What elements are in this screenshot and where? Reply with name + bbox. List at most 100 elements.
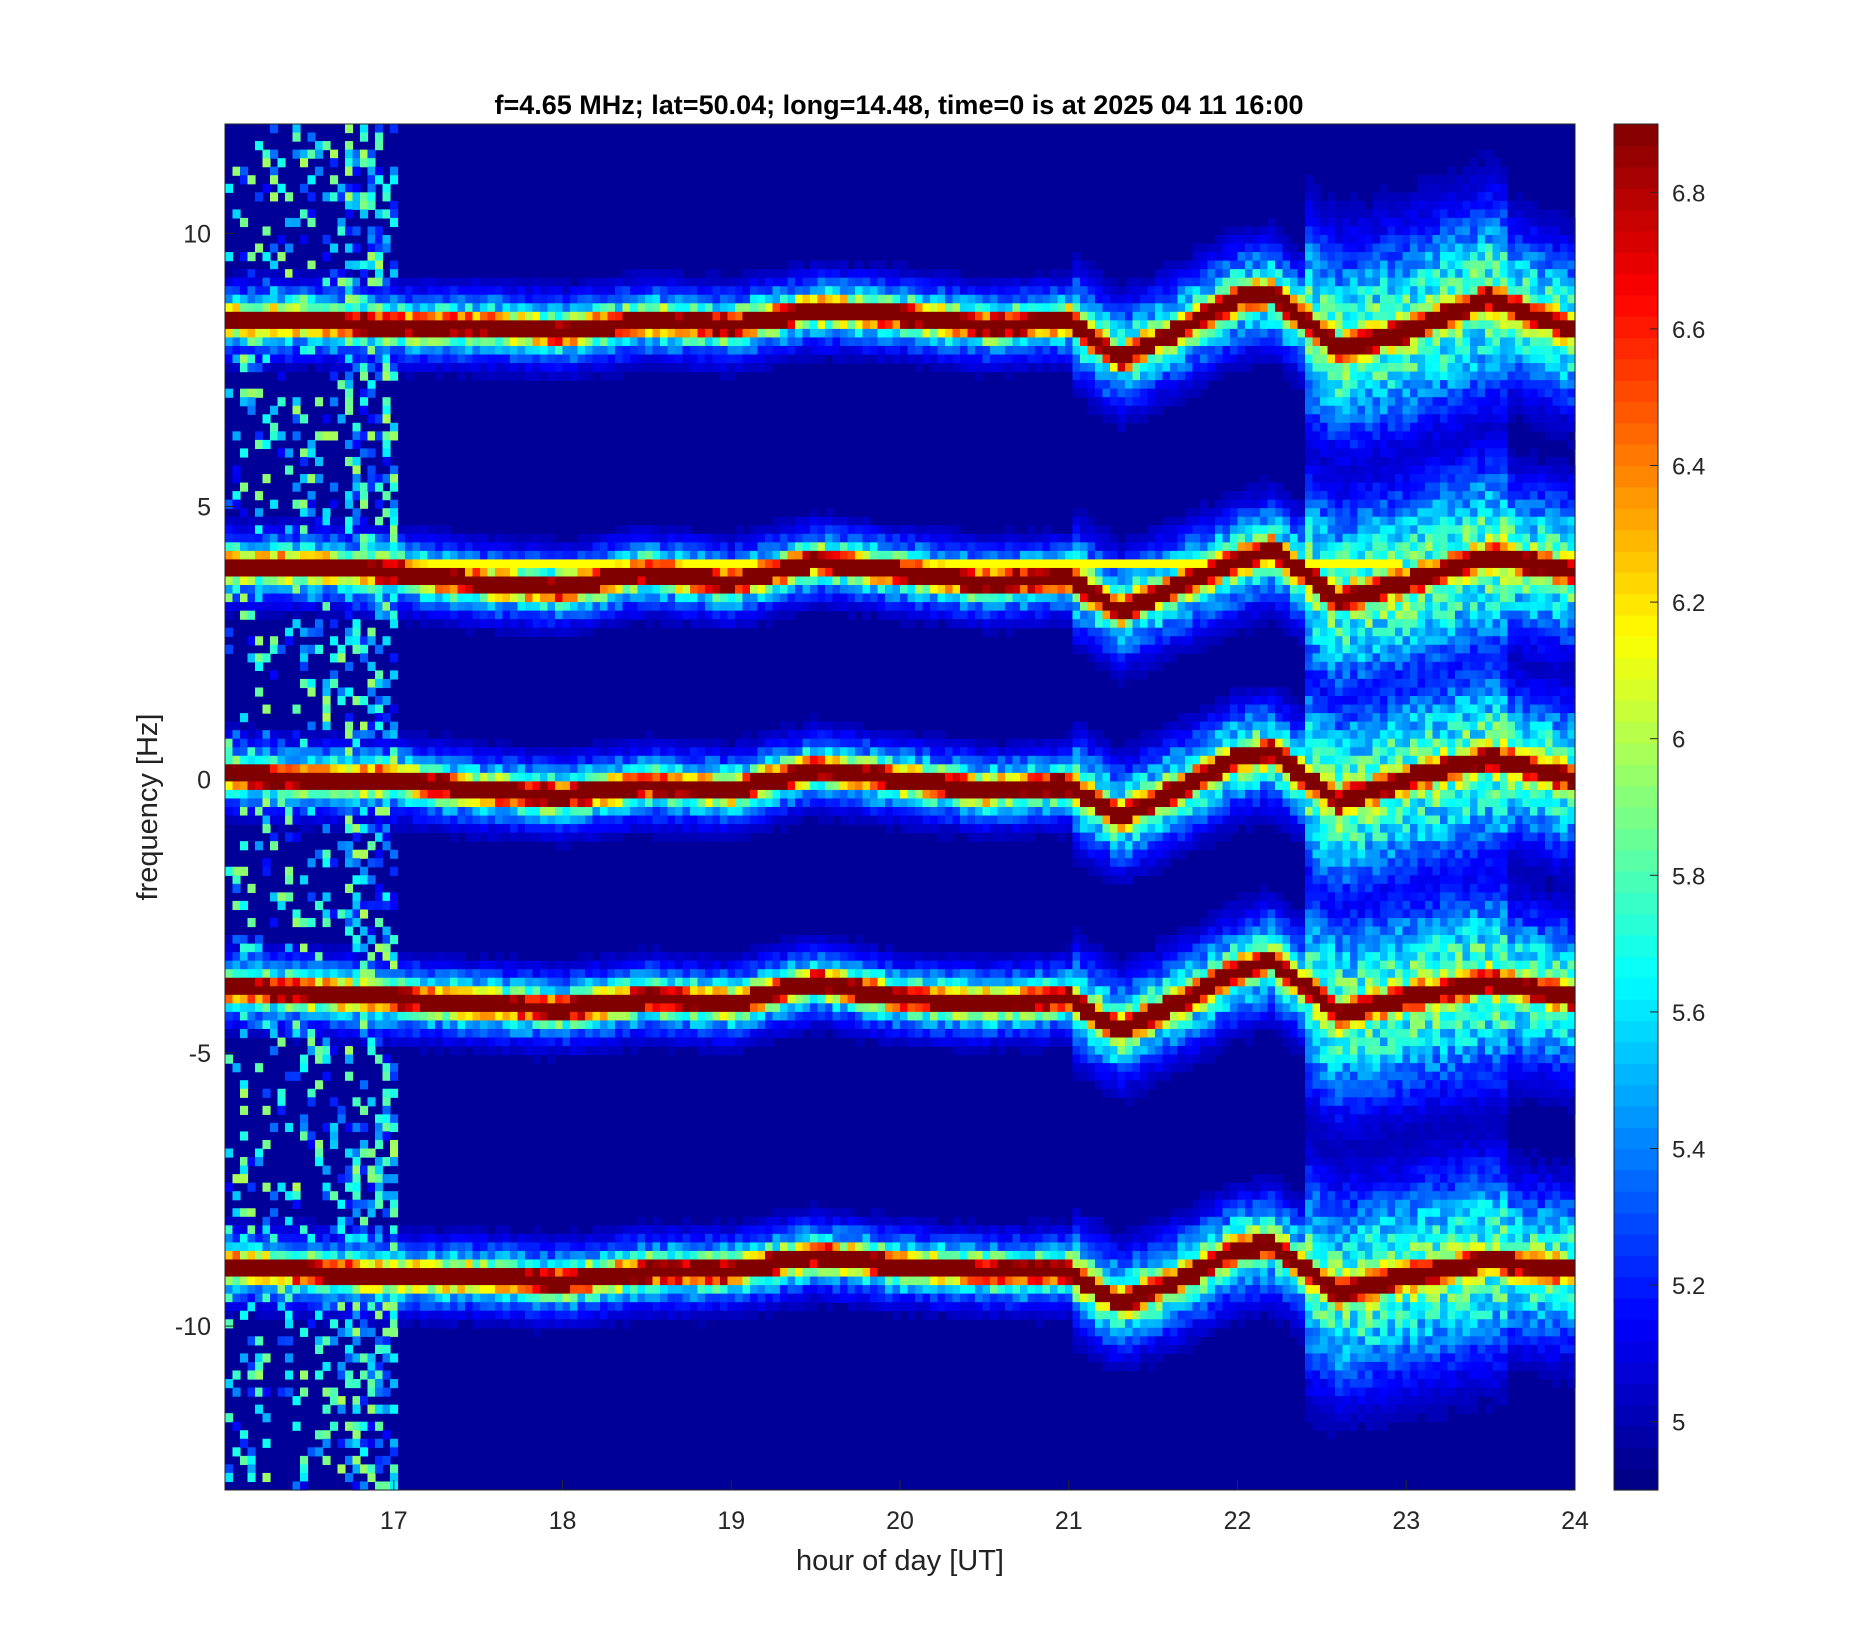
- heatmap-cell: [262, 952, 271, 962]
- heatmap-cell: [547, 533, 556, 543]
- heatmap-cell: [690, 337, 699, 347]
- heatmap-cell: [405, 610, 414, 620]
- heatmap-cell: [255, 952, 264, 962]
- heatmap-cell: [232, 525, 241, 535]
- heatmap-cell: [300, 516, 309, 526]
- heatmap-cell: [570, 542, 579, 552]
- heatmap-cell: [382, 345, 391, 356]
- heatmap-cell: [322, 1276, 331, 1286]
- heatmap-cell: [690, 1020, 699, 1030]
- heatmap-cell: [472, 1242, 481, 1252]
- heatmap-cell: [360, 798, 369, 808]
- heatmap-cell: [300, 354, 309, 364]
- heatmap-cell: [570, 363, 579, 373]
- heatmap-cell: [615, 354, 624, 364]
- heatmap-cell: [525, 533, 534, 543]
- heatmap-cell: [397, 789, 406, 800]
- heatmap-cell: [675, 363, 684, 373]
- heatmap-cell: [697, 277, 706, 287]
- heatmap-cell: [277, 397, 286, 407]
- heatmap-cell: [555, 286, 564, 296]
- heatmap-cell: [345, 593, 354, 603]
- heatmap-cell: [742, 1268, 751, 1278]
- heatmap-cell: [337, 593, 346, 603]
- heatmap-cell: [510, 755, 519, 765]
- heatmap-cell: [495, 969, 504, 979]
- heatmap-cell: [375, 525, 384, 535]
- heatmap-cell: [375, 858, 384, 868]
- heatmap-cell: [472, 815, 481, 825]
- heatmap-cell: [570, 994, 579, 1004]
- heatmap-cell: [457, 294, 466, 304]
- heatmap-cell: [360, 738, 369, 748]
- heatmap-cell: [315, 294, 324, 304]
- heatmap-cell: [697, 1225, 706, 1235]
- heatmap-cell: [330, 294, 339, 304]
- heatmap-cell: [457, 559, 466, 569]
- heatmap-cell: [300, 1020, 309, 1030]
- heatmap-cell: [457, 1293, 466, 1303]
- heatmap-cell: [532, 832, 541, 842]
- heatmap-cell: [667, 328, 676, 339]
- heatmap-cell: [735, 1011, 744, 1022]
- heatmap-cell: [585, 1285, 594, 1295]
- heatmap-cell: [390, 764, 399, 774]
- heatmap-cell: [585, 286, 594, 296]
- heatmap-cell: [292, 815, 301, 825]
- heatmap-cell: [667, 576, 676, 586]
- heatmap-cell: [592, 610, 601, 620]
- heatmap-cell: [592, 1003, 601, 1013]
- heatmap-cell: [435, 1003, 444, 1013]
- heatmap-cell: [487, 1028, 496, 1039]
- heatmap-cell: [300, 456, 309, 467]
- heatmap-cell: [622, 977, 631, 987]
- heatmap-cell: [427, 585, 436, 595]
- heatmap-cell: [247, 815, 256, 825]
- heatmap-cell: [375, 311, 384, 321]
- heatmap-cell: [232, 969, 241, 979]
- heatmap-cell: [570, 550, 579, 561]
- heatmap-cell: [405, 602, 414, 612]
- heatmap-cell: [547, 345, 556, 356]
- heatmap-cell: [315, 550, 324, 561]
- heatmap-cell: [442, 550, 451, 561]
- heatmap-cell: [495, 567, 504, 578]
- heatmap-cell: [765, 525, 774, 535]
- heatmap-cell: [682, 1259, 691, 1269]
- heatmap-cell: [367, 687, 376, 697]
- heatmap-cell: [607, 363, 616, 373]
- heatmap-cell: [255, 789, 264, 800]
- heatmap-cell: [240, 1216, 249, 1226]
- heatmap-cell: [352, 858, 361, 868]
- heatmap-cell: [337, 1250, 346, 1261]
- heatmap-cell: [487, 1233, 496, 1244]
- heatmap-cell: [435, 354, 444, 364]
- heatmap-cell: [367, 1037, 376, 1047]
- heatmap-cell: [772, 328, 781, 339]
- heatmap-cell: [592, 542, 601, 552]
- heatmap-cell: [517, 832, 526, 842]
- heatmap-cell: [765, 1302, 774, 1312]
- heatmap-cell: [360, 926, 369, 936]
- heatmap-cell: [427, 798, 436, 808]
- heatmap-cell: [652, 345, 661, 356]
- heatmap-cell: [345, 1054, 354, 1064]
- heatmap-cell: [247, 1455, 256, 1465]
- heatmap-cell: [510, 747, 519, 757]
- heatmap-cell: [457, 1250, 466, 1261]
- heatmap-cell: [757, 815, 766, 825]
- heatmap-cell: [225, 559, 234, 569]
- heatmap-cell: [322, 1225, 331, 1235]
- heatmap-cell: [517, 576, 526, 586]
- heatmap-cell: [652, 286, 661, 296]
- heatmap-cell: [420, 286, 429, 296]
- heatmap-cell: [742, 533, 751, 543]
- heatmap-cell: [690, 286, 699, 296]
- heatmap-cell: [270, 243, 279, 253]
- heatmap-cell: [720, 1259, 729, 1269]
- heatmap-cell: [375, 124, 384, 134]
- heatmap-cell: [495, 542, 504, 552]
- heatmap-cell: [232, 1242, 241, 1252]
- heatmap-cell: [757, 585, 766, 595]
- heatmap-cell: [555, 798, 564, 808]
